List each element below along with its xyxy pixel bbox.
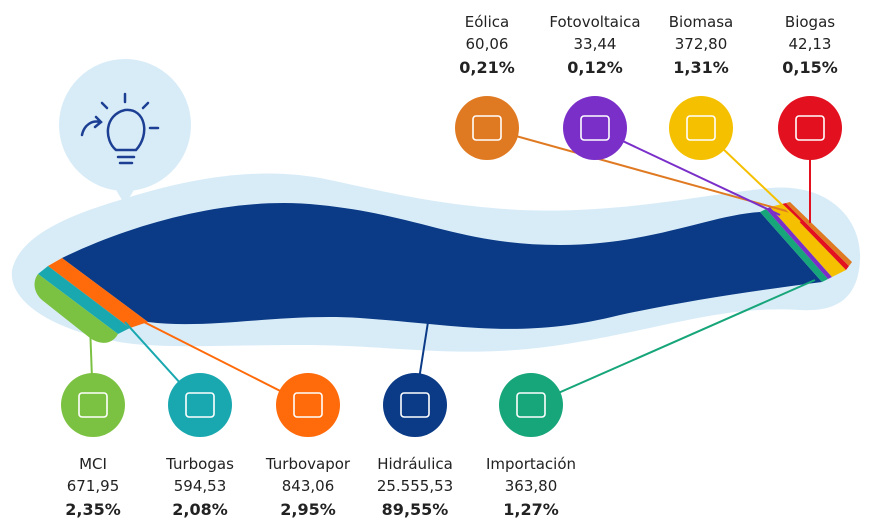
icon-glyph: [795, 115, 825, 141]
source-icon: [669, 96, 733, 160]
source-value: 372,80: [675, 35, 728, 53]
source-name: Fotovoltaica: [549, 13, 640, 31]
icon-glyph: [400, 392, 430, 418]
source-name: Importación: [486, 455, 576, 473]
connector-line: [594, 127, 781, 216]
source-nodes: Eólica 60,06 0,21% Fotovoltaica 33,44 0,12% Bi…: [61, 13, 842, 519]
source-share: 1,31%: [673, 58, 729, 77]
source-icon: [61, 373, 125, 437]
icon-glyph: [472, 115, 502, 141]
source-value: 33,44: [574, 35, 617, 53]
source-share: 2,35%: [65, 500, 121, 519]
source-name: Turbogas: [165, 455, 234, 473]
source-name: Turbovapor: [265, 455, 351, 473]
source-icon: [499, 373, 563, 437]
icon-glyph: [293, 392, 323, 418]
source-value: 363,80: [505, 477, 558, 495]
wind-strip: [786, 202, 852, 266]
hydro-band: [62, 203, 822, 329]
source-icon: [455, 96, 519, 160]
source-icon: [778, 96, 842, 160]
import-strip: [760, 209, 828, 282]
connector-line: [530, 279, 816, 406]
turbovapor-strip: [48, 258, 148, 328]
idea-bubble: [59, 59, 191, 191]
source-value: 594,53: [174, 477, 227, 495]
mci-strip: [34, 274, 118, 343]
source-value: 42,13: [789, 35, 832, 53]
source-value: 25.555,53: [377, 477, 453, 495]
source-share: 2,95%: [280, 500, 336, 519]
pv-strip: [766, 207, 832, 279]
bubble-tail: [110, 180, 140, 205]
icon-glyph: [580, 115, 610, 141]
icon-glyph: [78, 392, 108, 418]
source-icon: [168, 373, 232, 437]
icon-glyph: [185, 392, 215, 418]
source-value: 843,06: [282, 477, 335, 495]
source-name: Eólica: [465, 13, 509, 31]
icon-glyph: [516, 392, 546, 418]
source-value: 60,06: [466, 35, 509, 53]
source-share: 0,12%: [567, 58, 623, 77]
source-icon: [383, 373, 447, 437]
source-share: 0,15%: [782, 58, 838, 77]
source-name: MCI: [79, 455, 107, 473]
source-icon: [276, 373, 340, 437]
icon-glyph: [686, 115, 716, 141]
biomass-strip: [770, 204, 846, 277]
turbogas-strip: [38, 266, 130, 334]
source-share: 2,08%: [172, 500, 228, 519]
source-value: 671,95: [67, 477, 120, 495]
source-share: 89,55%: [382, 500, 449, 519]
source-name: Biomasa: [669, 13, 733, 31]
source-share: 1,27%: [503, 500, 559, 519]
connector-line: [486, 127, 791, 213]
source-share: 0,21%: [459, 58, 515, 77]
source-icon: [563, 96, 627, 160]
lightbulb-icon: [80, 92, 160, 165]
source-name: Hidráulica: [377, 455, 453, 473]
source-name: Biogas: [785, 13, 835, 31]
